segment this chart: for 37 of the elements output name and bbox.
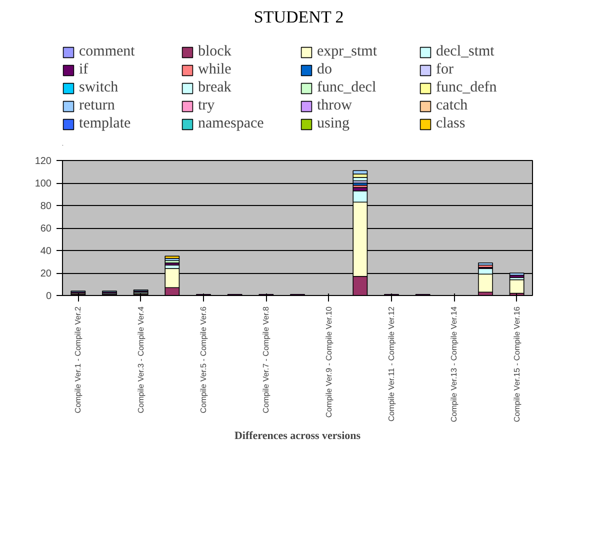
x-tick-label: Compile Ver.5 - Compile Ver.6 <box>199 306 208 414</box>
x-tick-label: Compile Ver.11 - Compile Ver.12 <box>387 306 396 422</box>
legend-label: break <box>198 80 232 96</box>
x-tick-label: Compile Ver.7 - Compile Ver.8 <box>262 306 271 414</box>
x-axis-title: Differences across versions <box>234 430 362 442</box>
legend-label: expr_stmt <box>317 44 378 60</box>
y-tick-label: 0 <box>46 291 52 302</box>
legend-label: func_defn <box>436 80 498 96</box>
y-tick-label: 20 <box>40 268 52 280</box>
y-tick-label: 60 <box>40 224 52 234</box>
legend-label: class <box>436 116 466 132</box>
legend-label: while <box>198 62 232 78</box>
x-tick-label: Compile Ver.3 - Compile Ver.4 <box>136 306 146 414</box>
legend-label: if <box>79 62 90 78</box>
x-tick-label: Compile Ver.15 - Compile Ver.16 <box>512 306 522 422</box>
legend-label: namespace <box>198 116 265 132</box>
legend-label: decl_stmt <box>436 44 496 60</box>
legend-label: block <box>198 44 232 60</box>
legend-label: return <box>79 98 116 114</box>
x-tick-label: Compile Ver.13 - Compile Ver.14 <box>450 306 459 422</box>
legend-label: for <box>436 62 454 78</box>
y-tick-label: 80 <box>40 201 52 212</box>
y-tick-label: 40 <box>40 246 52 257</box>
legend-label: throw <box>317 98 353 114</box>
legend-label: comment <box>79 44 136 60</box>
legend-label: template <box>79 116 132 132</box>
x-tick-label: Compile Ver.9 - Compile Ver.10 <box>324 306 334 418</box>
x-tick-label: Compile Ver.1 - Compile Ver.2 <box>74 306 83 414</box>
legend-label: do <box>317 62 333 78</box>
legend-label: func_decl <box>317 80 378 96</box>
y-tick-label: 100 <box>34 178 52 190</box>
legend-label: using <box>317 116 351 132</box>
legend-label: switch <box>79 80 120 96</box>
legend-label: catch <box>436 98 469 114</box>
chart-title: STUDENT 2 <box>254 8 344 26</box>
y-tick-label: 120 <box>34 156 52 167</box>
legend-label: try <box>198 98 216 114</box>
